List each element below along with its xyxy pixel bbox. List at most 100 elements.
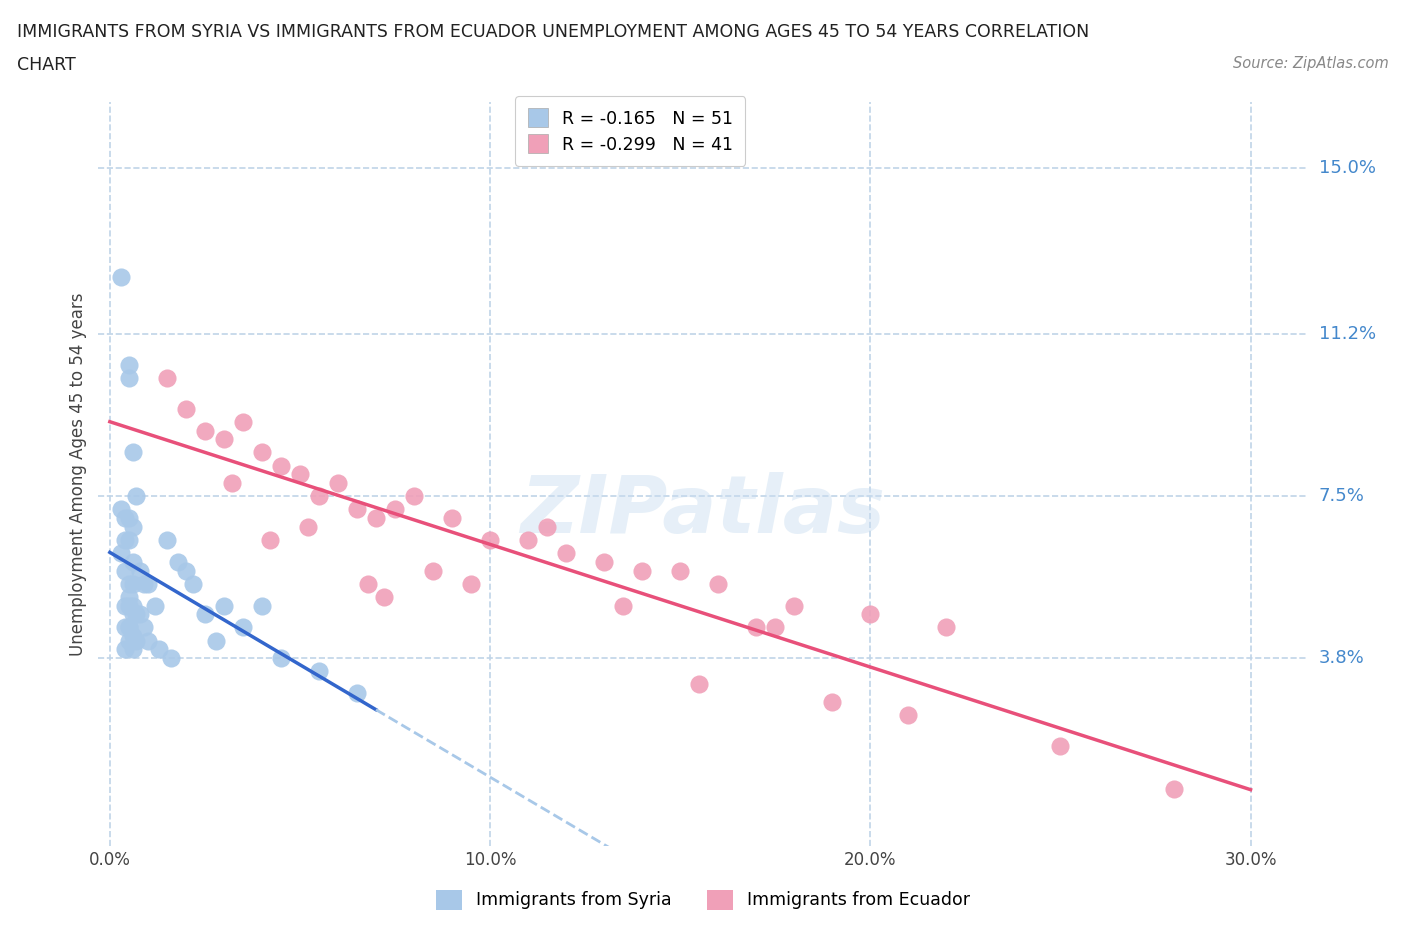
Text: 15.0%: 15.0% (1319, 159, 1375, 177)
Point (114, 533, 136, 548)
Point (121, 642, 143, 657)
Point (121, 598, 143, 613)
Point (308, 664, 330, 679)
Point (688, 677, 710, 692)
Point (114, 642, 136, 657)
Point (114, 511, 136, 525)
Point (145, 598, 167, 613)
Point (125, 489, 148, 504)
Point (259, 533, 281, 548)
Point (129, 607, 152, 622)
Point (441, 511, 464, 525)
Point (763, 620, 786, 635)
Point (114, 598, 136, 613)
Point (136, 577, 159, 591)
Point (132, 620, 155, 635)
Point (174, 401, 197, 416)
Text: 7.5%: 7.5% (1319, 487, 1365, 505)
Point (114, 620, 136, 635)
Text: IMMIGRANTS FROM SYRIA VS IMMIGRANTS FROM ECUADOR UNEMPLOYMENT AMONG AGES 45 TO 5: IMMIGRANTS FROM SYRIA VS IMMIGRANTS FROM… (17, 23, 1090, 41)
Point (121, 445, 143, 459)
Point (159, 651, 181, 666)
Point (288, 467, 311, 482)
Point (631, 564, 654, 578)
Point (110, 502, 132, 517)
Legend: Immigrants from Syria, Immigrants from Ecuador: Immigrants from Syria, Immigrants from E… (429, 883, 977, 917)
Point (859, 607, 882, 622)
Point (897, 708, 920, 723)
Point (1163, 782, 1185, 797)
Point (250, 445, 273, 459)
Point (121, 519, 143, 534)
Point (346, 502, 368, 517)
Point (232, 620, 254, 635)
Text: 3.8%: 3.8% (1319, 649, 1364, 667)
Point (167, 554, 190, 569)
Point (118, 533, 141, 548)
Point (194, 423, 217, 438)
Point (935, 620, 957, 635)
Point (118, 370, 141, 385)
Point (384, 502, 406, 517)
Point (479, 533, 502, 548)
Point (707, 577, 730, 591)
Point (612, 598, 634, 613)
Point (156, 533, 179, 548)
Point (156, 370, 179, 385)
Point (136, 633, 159, 648)
Point (326, 475, 349, 490)
Point (232, 415, 254, 430)
Point (114, 564, 136, 578)
Point (270, 458, 292, 473)
Point (364, 511, 387, 525)
Point (132, 577, 155, 591)
Point (297, 519, 319, 534)
Text: CHART: CHART (17, 56, 76, 73)
Point (118, 357, 141, 372)
Point (121, 629, 143, 644)
Text: Source: ZipAtlas.com: Source: ZipAtlas.com (1233, 56, 1389, 71)
Point (118, 620, 141, 635)
Point (593, 554, 616, 569)
Point (125, 607, 148, 622)
Point (783, 598, 806, 613)
Point (346, 685, 368, 700)
Point (118, 598, 141, 613)
Legend: R = -0.165   N = 51, R = -0.299   N = 41: R = -0.165 N = 51, R = -0.299 N = 41 (516, 96, 745, 166)
Point (129, 564, 152, 578)
Point (121, 577, 143, 591)
Point (121, 554, 143, 569)
Point (118, 633, 141, 648)
Point (536, 519, 558, 534)
Point (669, 564, 692, 578)
Text: ZIPatlas: ZIPatlas (520, 472, 886, 551)
Point (118, 620, 141, 635)
Point (212, 432, 235, 446)
Y-axis label: Unemployment Among Ages 45 to 54 years: Unemployment Among Ages 45 to 54 years (69, 293, 87, 656)
Point (357, 577, 380, 591)
Point (212, 598, 235, 613)
Point (110, 270, 132, 285)
Point (821, 695, 844, 710)
Point (250, 598, 273, 613)
Point (373, 590, 395, 604)
Point (402, 489, 425, 504)
Point (194, 607, 217, 622)
Point (270, 651, 292, 666)
Point (183, 577, 205, 591)
Point (118, 577, 141, 591)
Point (110, 546, 132, 561)
Point (555, 546, 578, 561)
Point (125, 633, 148, 648)
Point (308, 489, 330, 504)
Point (1049, 738, 1071, 753)
Point (118, 511, 141, 525)
Point (221, 475, 243, 490)
Point (148, 642, 170, 657)
Point (745, 620, 768, 635)
Point (121, 607, 143, 622)
Point (517, 533, 540, 548)
Point (174, 564, 197, 578)
Text: 11.2%: 11.2% (1319, 326, 1376, 343)
Point (205, 633, 228, 648)
